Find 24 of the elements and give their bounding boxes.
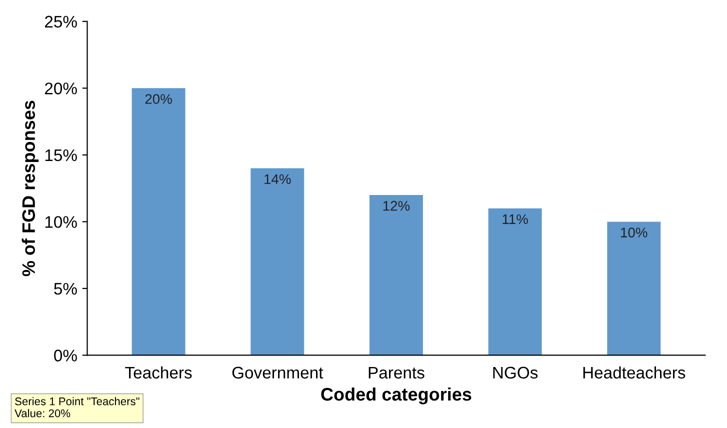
y-tick-label: 5% <box>54 282 77 295</box>
x-tick-label: Government <box>232 366 324 379</box>
data-label: 20% <box>145 94 172 104</box>
x-tick-label: NGOs <box>493 366 538 379</box>
x-axis-title: Coded categories <box>321 387 472 404</box>
y-tick-label: 10% <box>45 216 77 228</box>
y-tick-label: 20% <box>45 82 77 94</box>
bar <box>488 208 542 356</box>
y-tick-label: 25% <box>45 16 77 28</box>
data-label: 10% <box>621 228 648 238</box>
text: Series 1 Point "Teachers" Value: 20% <box>14 397 140 418</box>
data-label: 12% <box>383 200 410 211</box>
data-label: 14% <box>264 174 291 184</box>
x-tick-label: Headteachers <box>583 366 686 379</box>
bar <box>607 222 661 356</box>
bar <box>132 88 186 356</box>
y-axis-title: % of FGD responses <box>22 100 39 276</box>
data-label: 11% <box>502 214 528 224</box>
bar <box>369 194 423 356</box>
x-tick-label: Teachers <box>125 366 192 379</box>
y-tick-label: 0% <box>54 350 77 362</box>
x-tick-label: Parents <box>368 366 424 379</box>
bar <box>250 168 304 356</box>
y-tick-label: 15% <box>45 149 77 162</box>
